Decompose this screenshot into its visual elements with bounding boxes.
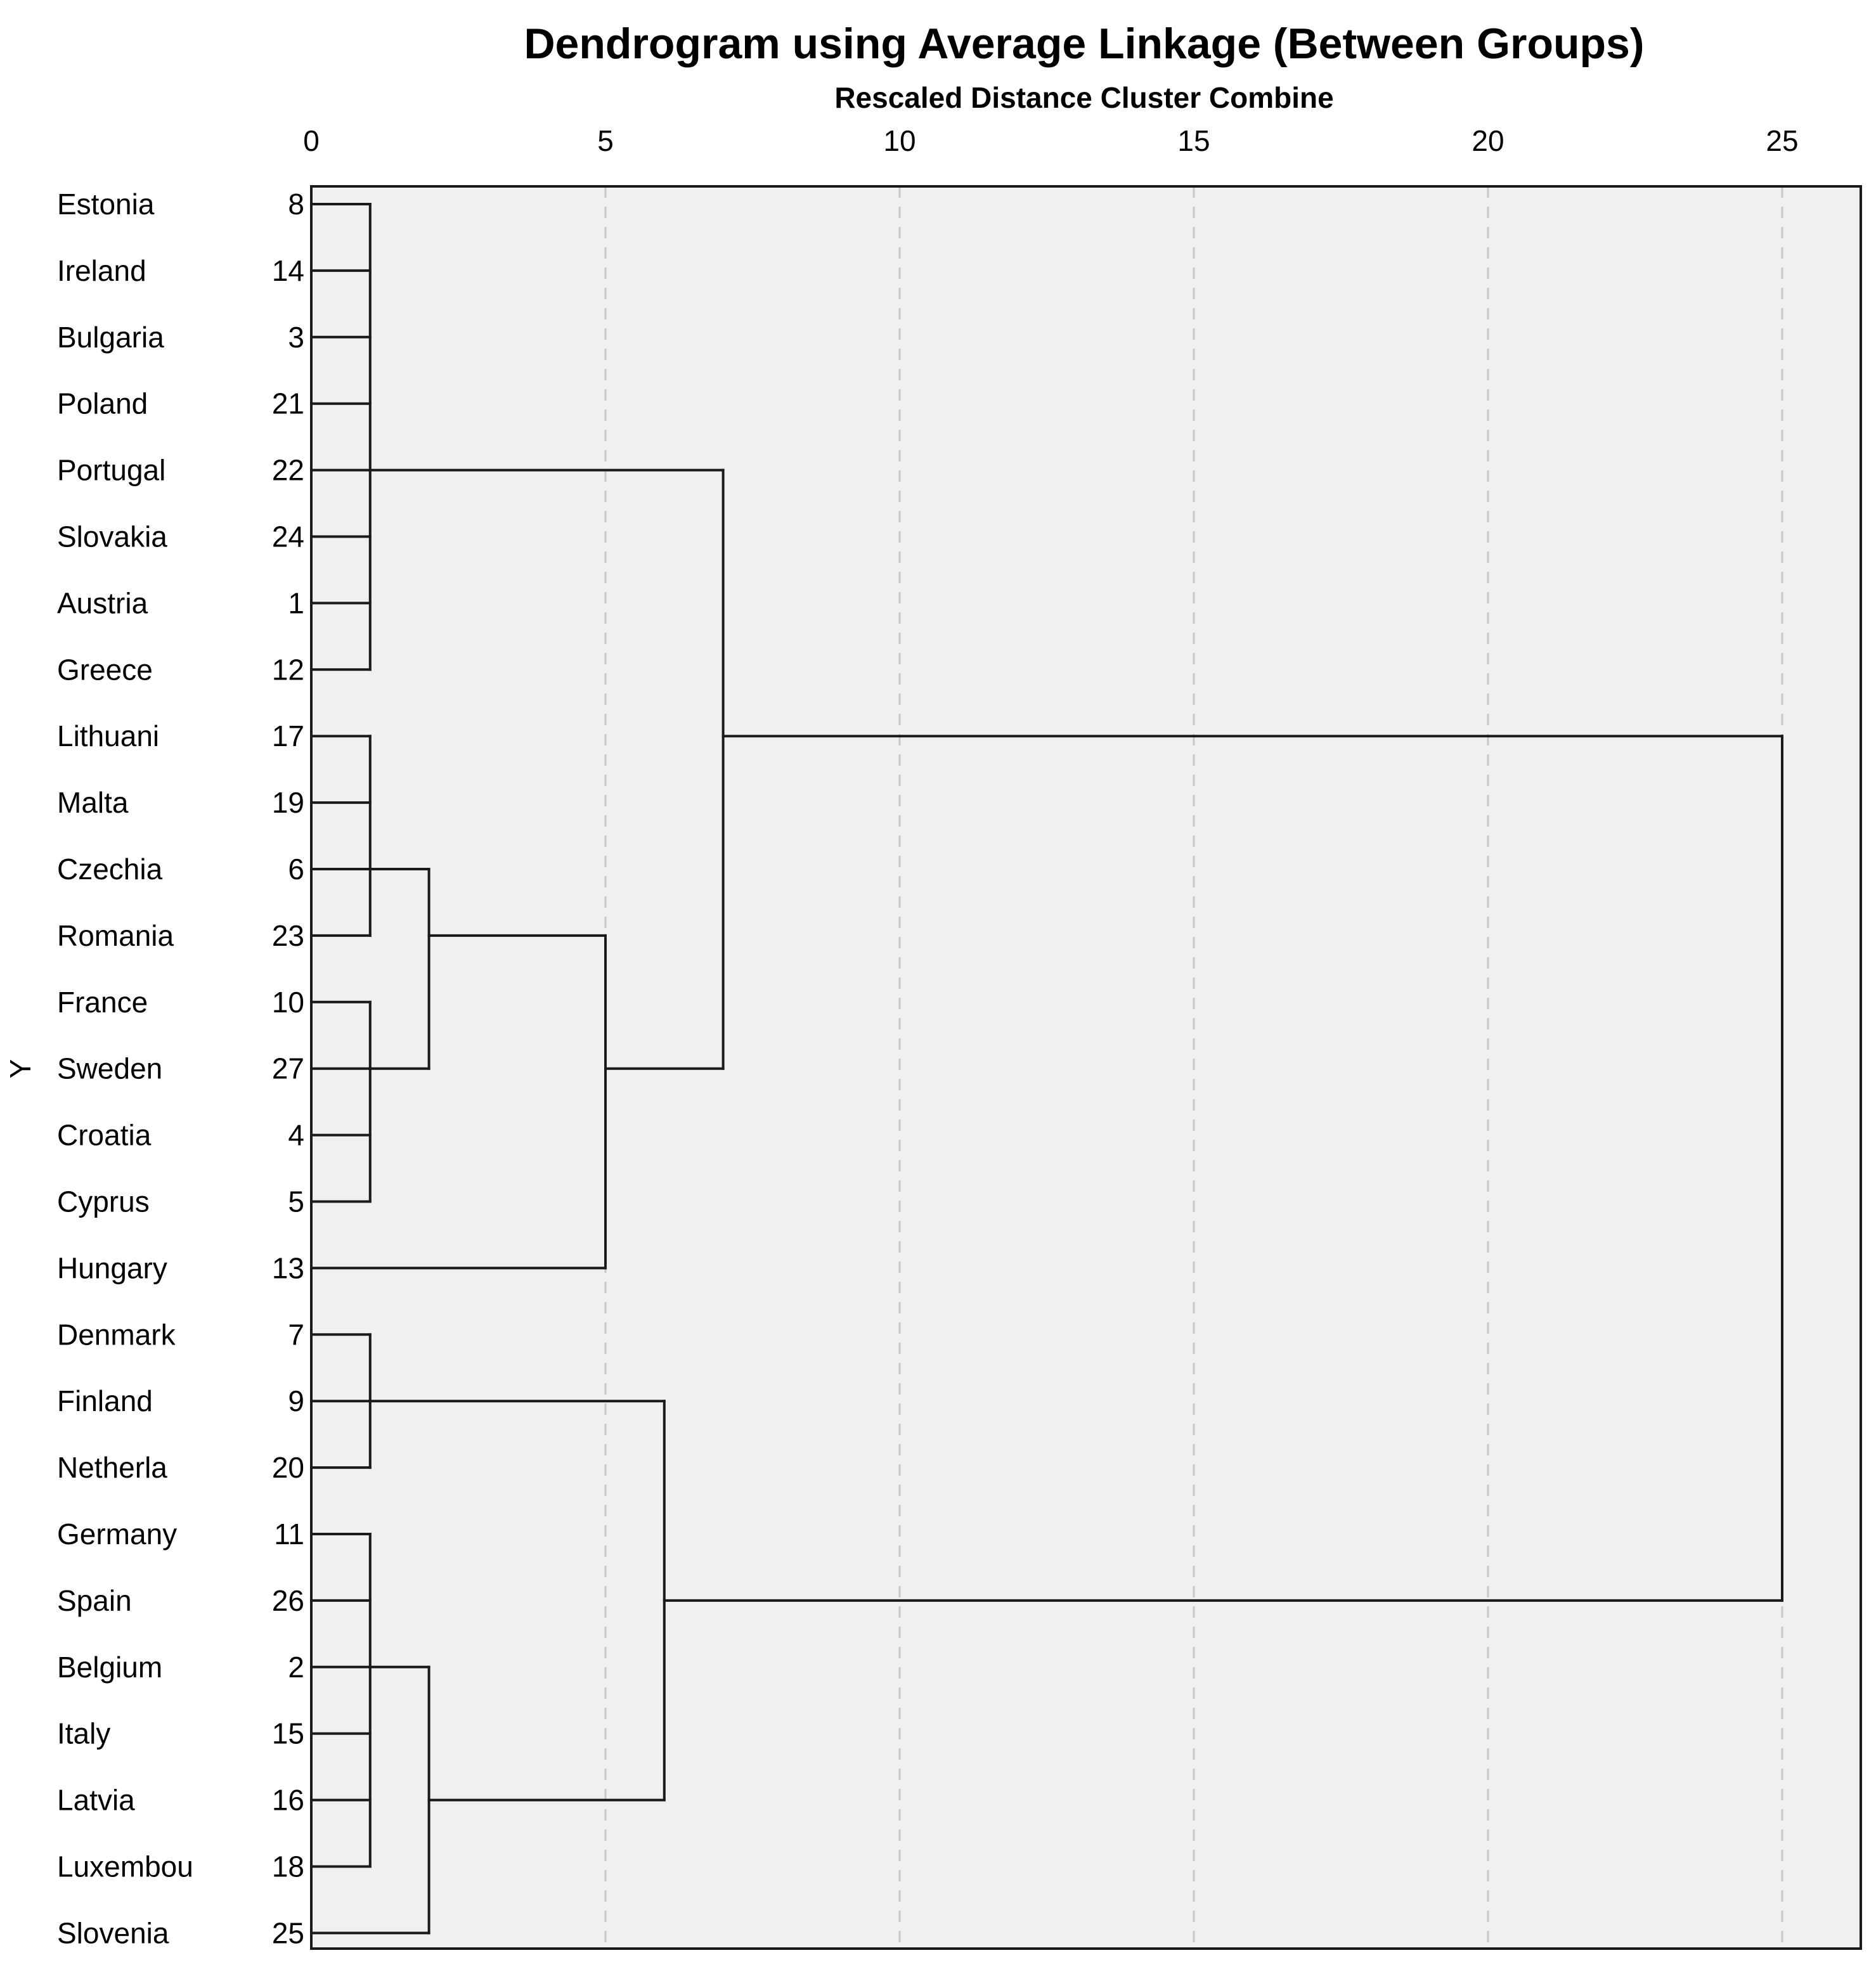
leaf-label-latvia: Latvia [57, 1784, 135, 1817]
leaf-label-ireland: Ireland [57, 254, 146, 287]
leaf-label-luxembou: Luxembou [57, 1850, 193, 1883]
leaf-label-malta: Malta [57, 786, 129, 819]
leaf-case-14: 14 [272, 254, 304, 287]
leaf-case-6: 6 [288, 853, 304, 886]
leaf-case-4: 4 [288, 1119, 304, 1152]
x-tick-label-10: 10 [883, 124, 915, 157]
leaf-label-czechia: Czechia [57, 853, 163, 886]
leaf-case-27: 27 [272, 1052, 304, 1085]
leaf-label-greece: Greece [57, 653, 153, 686]
leaf-label-estonia: Estonia [57, 188, 155, 221]
leaf-case-1: 1 [288, 586, 304, 619]
leaf-label-slovenia: Slovenia [57, 1916, 169, 1949]
leaf-case-18: 18 [272, 1850, 304, 1883]
leaf-label-netherla: Netherla [57, 1451, 167, 1484]
leaf-label-croatia: Croatia [57, 1119, 152, 1152]
x-tick-label-5: 5 [597, 124, 614, 157]
leaf-case-16: 16 [272, 1784, 304, 1817]
x-tick-label-25: 25 [1766, 124, 1798, 157]
leaf-label-cyprus: Cyprus [57, 1185, 150, 1218]
leaf-case-20: 20 [272, 1451, 304, 1484]
leaf-label-portugal: Portugal [57, 454, 165, 487]
leaf-case-7: 7 [288, 1318, 304, 1351]
leaf-case-3: 3 [288, 321, 304, 354]
plot-frame [310, 185, 1862, 1950]
x-tick-label-0: 0 [303, 124, 320, 157]
leaf-label-italy: Italy [57, 1717, 110, 1750]
leaf-label-bulgaria: Bulgaria [57, 321, 164, 354]
plot-background [311, 186, 1861, 1949]
dendrogram-links [310, 203, 1783, 1935]
leaf-label-romania: Romania [57, 919, 174, 952]
x-tick-label-20: 20 [1472, 124, 1504, 157]
leaf-case-17: 17 [272, 719, 304, 752]
leaf-case-9: 9 [288, 1384, 304, 1417]
leaf-label-lithuani: Lithuani [57, 719, 159, 752]
leaf-case-10: 10 [272, 986, 304, 1019]
leaf-label-austria: Austria [57, 586, 148, 619]
leaf-case-23: 23 [272, 919, 304, 952]
leaf-label-poland: Poland [57, 387, 148, 420]
leaf-case-15: 15 [272, 1717, 304, 1750]
leaf-case-13: 13 [272, 1251, 304, 1284]
y-axis-title: Y [4, 1059, 37, 1079]
leaf-label-denmark: Denmark [57, 1318, 176, 1351]
leaf-case-5: 5 [288, 1185, 304, 1218]
leaf-label-sweden: Sweden [57, 1052, 162, 1085]
leaf-label-spain: Spain [57, 1584, 132, 1617]
leaf-case-2: 2 [288, 1651, 304, 1684]
leaf-label-slovakia: Slovakia [57, 520, 167, 553]
leaf-case-19: 19 [272, 786, 304, 819]
leaf-case-22: 22 [272, 454, 304, 487]
x-axis-title: Rescaled Distance Cluster Combine [834, 81, 1333, 114]
leaf-label-finland: Finland [57, 1384, 153, 1417]
leaf-case-12: 12 [272, 653, 304, 686]
leaf-label-belgium: Belgium [57, 1651, 162, 1684]
x-axis-ticks: 0 5 10 15 20 25 [303, 124, 1798, 157]
leaf-case-24: 24 [272, 520, 304, 553]
x-tick-label-15: 15 [1177, 124, 1210, 157]
leaf-case-21: 21 [272, 387, 304, 420]
leaf-label-germany: Germany [57, 1518, 177, 1551]
chart-title: Dendrogram using Average Linkage (Betwee… [524, 20, 1644, 68]
leaf-case-25: 25 [272, 1916, 304, 1949]
leaf-case-26: 26 [272, 1584, 304, 1617]
leaf-label-hungary: Hungary [57, 1251, 167, 1284]
leaf-case-8: 8 [288, 188, 304, 221]
leaf-label-france: France [57, 986, 148, 1019]
leaf-case-11: 11 [274, 1518, 304, 1551]
